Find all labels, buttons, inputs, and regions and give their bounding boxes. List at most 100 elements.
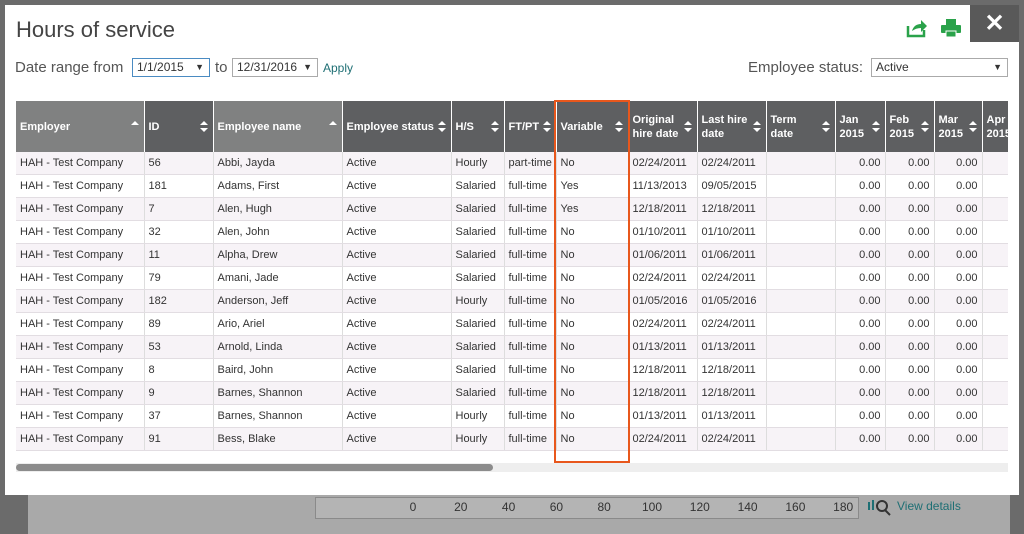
column-header: ID (144, 101, 214, 152)
table-cell: Active (342, 312, 452, 336)
table-row: HAH - Test Company 89 Ario, Ariel Active Sal… (16, 312, 1008, 336)
table-cell: 91 (144, 427, 214, 451)
table-cell: 0.00 (885, 220, 935, 244)
table-cell (982, 358, 1008, 382)
table-cell: 0.00 (835, 312, 886, 336)
column-header: Apr 2015 (982, 101, 1008, 152)
table-row: HAH - Test Company 79 Amani, Jade Active Sal… (16, 266, 1008, 290)
table-cell: 0.00 (885, 427, 935, 451)
table-cell: 11 (144, 243, 214, 267)
table-cell: 11/13/2013 (628, 174, 698, 198)
table-cell: Salaried (451, 174, 505, 198)
table-cell: 0.00 (885, 312, 935, 336)
table-cell: 0.00 (835, 289, 886, 313)
table-cell: 12/18/2011 (628, 358, 698, 382)
table-cell (982, 266, 1008, 290)
table-cell: 01/05/2016 (697, 289, 767, 313)
table-cell: 01/06/2011 (628, 243, 698, 267)
table-cell: HAH - Test Company (16, 197, 145, 221)
column-header: Employer (16, 101, 145, 152)
table-cell (766, 381, 836, 405)
table-cell: HAH - Test Company (16, 289, 145, 313)
highlight-box (554, 100, 630, 463)
date-to-label: to (215, 59, 228, 76)
export-icon[interactable] (906, 18, 928, 38)
table-cell: Ario, Ariel (213, 312, 343, 336)
table-cell: 02/24/2011 (697, 266, 767, 290)
table-cell (982, 220, 1008, 244)
table-cell: 0.00 (885, 152, 935, 175)
date-to-input[interactable]: 12/31/2016 ▼ (232, 58, 318, 77)
view-details-link[interactable]: View details (897, 499, 961, 513)
table-cell: Amani, Jade (213, 266, 343, 290)
scrollbar-thumb[interactable] (16, 464, 493, 471)
table-cell: Active (342, 266, 452, 290)
table-cell: HAH - Test Company (16, 358, 145, 382)
table-cell: HAH - Test Company (16, 427, 145, 451)
table-cell: full-time (504, 220, 557, 244)
table-cell: 0.00 (835, 243, 886, 267)
status-select[interactable]: Active ▼ (871, 58, 1008, 77)
table-cell: Salaried (451, 312, 505, 336)
table-cell: HAH - Test Company (16, 312, 145, 336)
table-cell (766, 220, 836, 244)
table-cell: 0.00 (885, 335, 935, 359)
table-cell: No (556, 312, 629, 336)
table-cell (766, 197, 836, 221)
table-cell (766, 427, 836, 451)
table-cell: 181 (144, 174, 214, 198)
table-cell: 01/06/2011 (697, 243, 767, 267)
table-cell: 0.00 (934, 381, 983, 405)
table-cell: full-time (504, 404, 557, 428)
table-cell: full-time (504, 174, 557, 198)
table-cell: Active (342, 220, 452, 244)
column-header: Feb 2015 (885, 101, 935, 152)
table-cell: 0.00 (885, 243, 935, 267)
table-cell: Hourly (451, 427, 505, 451)
table-cell: Active (342, 358, 452, 382)
date-from-input[interactable]: 1/1/2015 ▼ (132, 58, 210, 77)
table-cell: 12/18/2011 (628, 381, 698, 405)
table-cell: 182 (144, 289, 214, 313)
column-header: Employee name (213, 101, 343, 152)
axis-tick-label: 120 (689, 500, 710, 514)
axis-tick-label: 100 (641, 500, 663, 514)
table-row: HAH - Test Company 7 Alen, Hugh Active Salar… (16, 197, 1008, 221)
table-cell: Baird, John (213, 358, 343, 382)
table-cell: Salaried (451, 381, 505, 405)
table-cell: 89 (144, 312, 214, 336)
column-header: FT/PT (504, 101, 557, 152)
table-cell: 0.00 (934, 404, 983, 428)
table-cell: 02/24/2011 (628, 312, 698, 336)
table-cell: Adams, First (213, 174, 343, 198)
table-cell: 0.00 (835, 220, 886, 244)
table-cell: 12/18/2011 (697, 381, 767, 405)
table-cell: full-time (504, 381, 557, 405)
table-cell: 0.00 (835, 381, 886, 405)
table-cell: 12/18/2011 (628, 197, 698, 221)
table-cell (982, 152, 1008, 175)
table-row: HAH - Test Company 11 Alpha, Drew Active Sal… (16, 243, 1008, 267)
table-cell: Active (342, 197, 452, 221)
table-cell: 0.00 (934, 174, 983, 198)
table-cell: full-time (504, 335, 557, 359)
modal-title: Hours of service (16, 17, 175, 42)
table-cell: 01/05/2016 (628, 289, 698, 313)
table-cell: 0.00 (885, 289, 935, 313)
table-cell: part-time (504, 152, 557, 175)
table-cell: 7 (144, 197, 214, 221)
table-cell: Alen, Hugh (213, 197, 343, 221)
table-row: HAH - Test Company 37 Barnes, Shannon Activ… (16, 404, 1008, 428)
table-cell: full-time (504, 312, 557, 336)
print-icon[interactable] (940, 17, 962, 39)
column-header: Mar 2015 (934, 101, 983, 152)
table-cell: 02/24/2011 (697, 312, 767, 336)
close-button[interactable]: ✕ (970, 5, 1019, 42)
table-cell: 01/10/2011 (628, 220, 698, 244)
table-cell: full-time (504, 266, 557, 290)
table-cell: Alpha, Drew (213, 243, 343, 267)
table-cell: 02/24/2011 (697, 427, 767, 451)
table-cell: No (556, 381, 629, 405)
apply-link[interactable]: Apply (323, 61, 354, 75)
axis-tick-label: 140 (737, 500, 758, 514)
